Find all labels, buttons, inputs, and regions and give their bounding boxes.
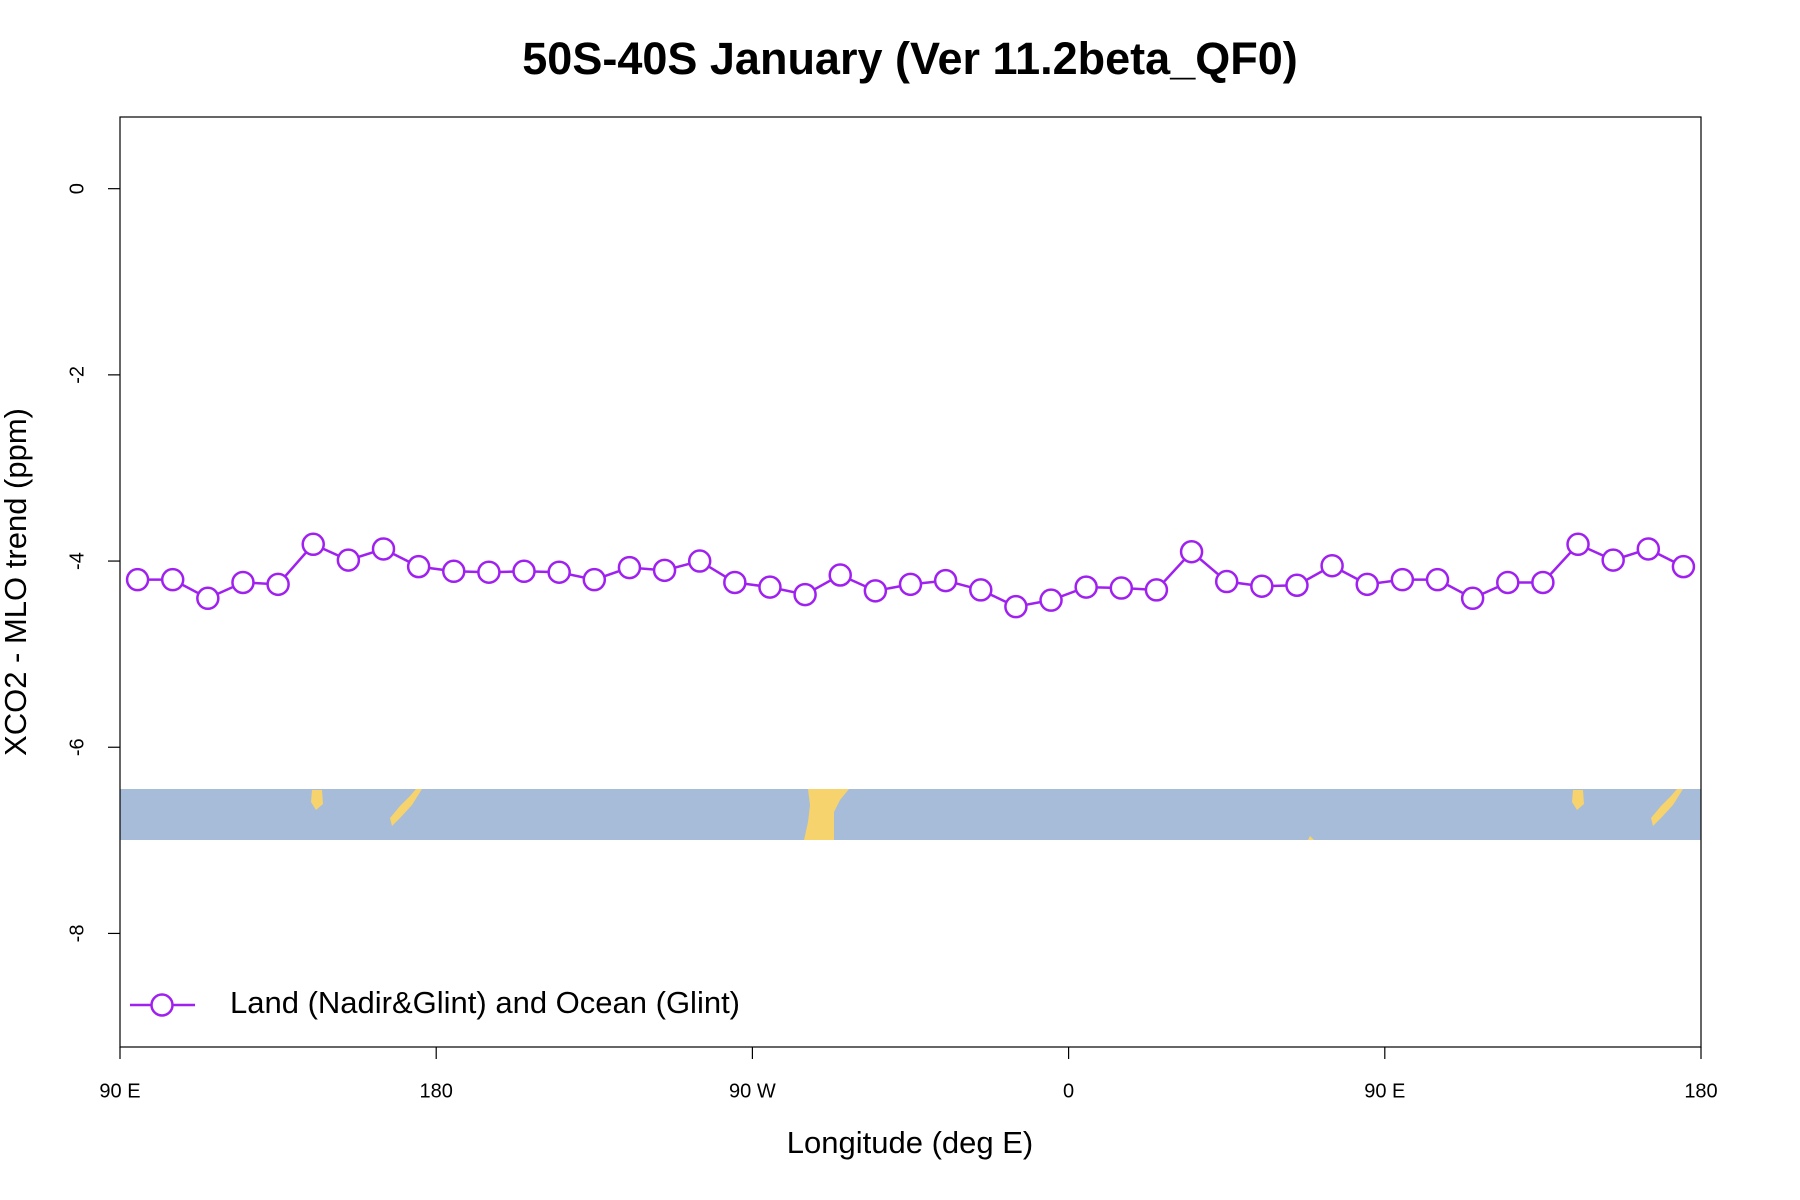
legend-marker [150, 993, 174, 1017]
y-tick-label: -4 [66, 552, 88, 570]
x-tick-label: 180 [1684, 1080, 1717, 1102]
y-tick-label: 0 [66, 183, 88, 194]
y-tick-label: -6 [66, 738, 88, 756]
data-point [758, 575, 782, 599]
y-tick-label: -8 [66, 925, 88, 943]
land [1651, 789, 1683, 826]
data-point [617, 555, 642, 580]
x-tick-label: 0 [1063, 1080, 1074, 1102]
map-strip [120, 789, 1701, 840]
data-point [301, 532, 325, 557]
x-tick-label: 90 E [99, 1080, 140, 1102]
land [1308, 836, 1314, 840]
land [804, 789, 849, 840]
data-point [1109, 576, 1134, 600]
data-point [547, 560, 571, 584]
data-point [1425, 567, 1450, 592]
data-point [652, 558, 677, 583]
plot-frame [119, 116, 1702, 1048]
data-point [442, 559, 466, 584]
data-point [793, 582, 817, 607]
data-point [512, 559, 536, 584]
data-point [160, 567, 185, 592]
land [311, 790, 323, 810]
data-point [196, 586, 220, 611]
data-point [1074, 575, 1098, 599]
land [1572, 790, 1584, 810]
data-point [1039, 588, 1063, 612]
data-point [1531, 570, 1555, 595]
data-point [898, 572, 923, 597]
data-point [969, 578, 993, 602]
data-point [477, 560, 501, 584]
data-point [336, 548, 361, 572]
data-point [1285, 573, 1309, 598]
data-point [1601, 548, 1625, 572]
data-point [1004, 594, 1028, 619]
data-point [1144, 578, 1169, 602]
x-axis-label: Longitude (deg E) [787, 1125, 1033, 1160]
data-point [125, 567, 150, 592]
data-point [723, 570, 747, 595]
data-point [863, 579, 888, 603]
data-point [1566, 532, 1590, 557]
data-point [1214, 569, 1239, 594]
data-point [1355, 572, 1379, 597]
data-point [266, 572, 290, 597]
data-point [1320, 553, 1344, 578]
data-point [1390, 567, 1415, 592]
x-tick-label: 180 [420, 1080, 453, 1102]
data-point [231, 570, 255, 595]
x-tick-label: 90 E [1364, 1080, 1405, 1102]
data-point [933, 568, 958, 593]
data-point [582, 567, 607, 592]
ocean-band [120, 789, 1701, 840]
data-point [406, 554, 431, 579]
data-point [1636, 537, 1661, 561]
data-point [828, 563, 852, 587]
y-axis-label: XCO2 - MLO trend (ppm) [0, 408, 33, 756]
y-tick-label: -2 [66, 366, 88, 384]
data-point [1496, 570, 1520, 595]
data-point [687, 549, 712, 573]
legend-label: Land (Nadir&Glint) and Ocean (Glint) [230, 985, 740, 1020]
data-point [1250, 574, 1274, 598]
land [390, 789, 422, 826]
data-point [1460, 586, 1485, 611]
chart-title: 50S-40S January (Ver 11.2beta_QF0) [522, 33, 1297, 84]
x-tick-label: 90 W [729, 1080, 776, 1102]
data-point [1671, 554, 1696, 579]
data-point [1179, 539, 1204, 564]
data-point [371, 537, 396, 561]
